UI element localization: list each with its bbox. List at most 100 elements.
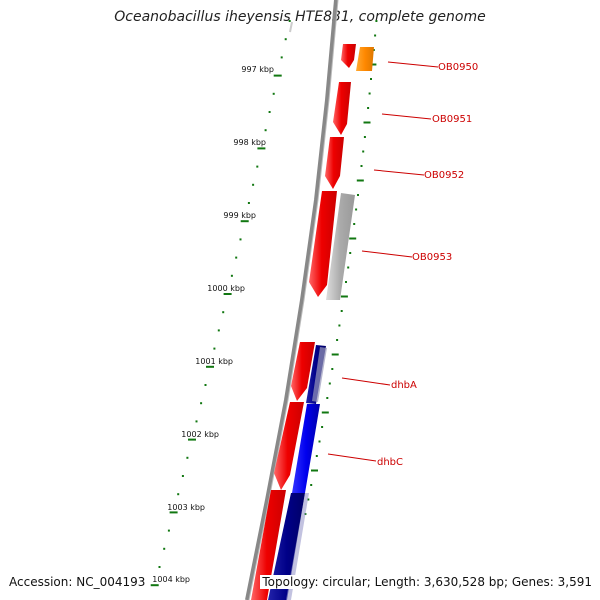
minor-tick — [186, 456, 189, 459]
track-dot — [340, 295, 348, 298]
major-tick — [257, 147, 266, 150]
minor-tick — [181, 475, 184, 477]
minor-tick — [217, 329, 220, 332]
leader-ob0950 — [387, 61, 439, 68]
track-dot — [326, 397, 329, 399]
genome-backbone-shadow — [248, 0, 339, 600]
major-tick — [169, 511, 178, 514]
track-dot — [349, 252, 352, 254]
gene-dhbc-forward[interactable] — [274, 402, 304, 490]
leader-dhbc — [327, 453, 377, 462]
gene-ob0951-forward[interactable] — [333, 82, 351, 135]
genome-summary-text: Topology: circular; Length: 3,630,528 bp… — [260, 575, 592, 589]
track-dot — [307, 498, 310, 501]
major-tick — [273, 74, 282, 77]
track-dot — [375, 20, 378, 22]
gene-label-dhba[interactable]: dhbA — [391, 380, 417, 391]
track-dot — [363, 121, 371, 124]
minor-tick — [239, 238, 242, 241]
minor-tick — [222, 311, 225, 314]
track-dot — [310, 484, 313, 486]
tick-label-1002: 1002 kbp — [181, 430, 219, 439]
minor-tick — [163, 547, 166, 550]
track-dot — [370, 78, 372, 80]
track-dot — [374, 34, 377, 37]
minor-tick — [268, 111, 271, 113]
tick-label-999: 999 kbp — [223, 211, 256, 220]
gene-label-ob0951[interactable]: OB0951 — [432, 114, 472, 125]
major-tick — [150, 584, 159, 587]
tick-label-1004: 1004 kbp — [152, 575, 190, 584]
gene-ob0953-reverse[interactable] — [326, 193, 355, 300]
minor-tick — [167, 529, 170, 532]
minor-tick — [158, 566, 161, 568]
dotted-track — [289, 20, 378, 515]
track-dot — [356, 179, 364, 182]
track-dot — [340, 310, 343, 312]
minor-tick — [284, 38, 287, 41]
minor-tick — [288, 20, 291, 22]
leader-dhba — [341, 377, 391, 386]
track-dot — [372, 49, 375, 51]
minor-tick — [247, 202, 250, 204]
track-dot — [368, 92, 371, 95]
track-dot — [360, 165, 363, 167]
minor-tick — [264, 129, 267, 132]
major-tick — [188, 438, 196, 441]
gene-next-forward[interactable] — [251, 490, 286, 600]
minor-tick — [213, 347, 216, 350]
minor-tick — [235, 256, 238, 259]
gene-ob0950-reverse[interactable] — [356, 47, 374, 71]
tick-label-998: 998 kbp — [233, 138, 266, 147]
leader-ob0953 — [361, 250, 413, 258]
track-dot — [315, 455, 318, 457]
track-dot — [321, 411, 329, 414]
minor-tick — [177, 493, 180, 496]
track-dot — [345, 281, 347, 283]
track-dot — [353, 223, 356, 225]
gene-next-reverse[interactable] — [268, 493, 305, 600]
major-tick — [223, 293, 232, 295]
tick-label-1000: 1000 kbp — [207, 284, 245, 293]
track-dot — [367, 107, 370, 109]
minor-tick — [204, 384, 207, 386]
tick-label-1003: 1003 kbp — [167, 503, 205, 512]
gene-label-ob0952[interactable]: OB0952 — [424, 170, 464, 181]
track-dot — [347, 266, 350, 269]
gene-label-ob0950[interactable]: OB0950 — [438, 62, 478, 73]
minor-tick — [280, 56, 283, 59]
gene-ob0953-forward[interactable] — [309, 191, 337, 297]
minor-tick — [272, 92, 275, 95]
leader-ob0951 — [381, 113, 432, 120]
track-dot — [331, 353, 339, 356]
gene-label-dhbc[interactable]: dhbC — [377, 457, 403, 468]
gene-next-reverse-edge — [286, 493, 309, 600]
minor-tick — [200, 402, 203, 405]
track-dot — [328, 382, 331, 385]
track-dot — [357, 194, 359, 196]
track-dot — [321, 426, 324, 428]
track-dot — [369, 63, 377, 66]
minor-tick — [252, 183, 255, 186]
track-dot — [331, 368, 334, 370]
gene-dhba-reverse-highlight — [312, 347, 327, 402]
track-dot — [355, 208, 358, 211]
tick-label-997: 997 kbp — [241, 65, 274, 74]
track-dot — [349, 237, 357, 240]
major-tick — [240, 220, 249, 223]
track-dot — [362, 150, 365, 153]
major-tick — [206, 365, 214, 368]
tick-label-1001: 1001 kbp — [195, 357, 233, 366]
leader-ob0952 — [373, 169, 425, 176]
minor-tick — [256, 165, 259, 168]
gene-ob0952-forward[interactable] — [325, 137, 344, 189]
gene-dhbc-reverse[interactable] — [292, 404, 320, 493]
tick-track — [150, 20, 291, 587]
gene-label-ob0953[interactable]: OB0953 — [412, 252, 452, 263]
map-title: Oceanobacillus iheyensis HTE831, complet… — [114, 9, 486, 25]
accession-text: Accession: NC_004193 — [9, 575, 146, 589]
gene-dhba-forward[interactable] — [291, 342, 315, 401]
track-dot — [311, 469, 318, 472]
gene-ob0950-forward[interactable] — [341, 44, 356, 68]
genome-backbone — [245, 0, 338, 600]
